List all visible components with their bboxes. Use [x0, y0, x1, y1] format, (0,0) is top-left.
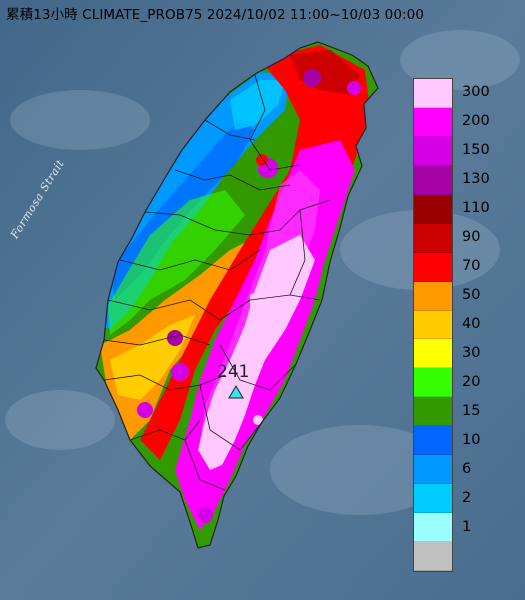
peak-value-label: 241	[217, 362, 250, 382]
legend-swatch	[414, 455, 452, 485]
county-boundaries	[103, 74, 331, 491]
legend-label: 200	[462, 113, 490, 130]
legend-swatch	[414, 107, 452, 137]
legend-swatch	[414, 194, 452, 224]
legend-swatch	[414, 252, 452, 282]
map-title: 累積13小時 CLIMATE_PROB75 2024/10/02 11:00~1…	[6, 7, 425, 23]
legend-label: 90	[462, 229, 481, 246]
triangle-marker-icon	[228, 385, 244, 399]
legend-label: 15	[462, 402, 481, 419]
legend-swatch	[414, 165, 452, 195]
legend-label: 70	[462, 258, 481, 275]
legend-label: 110	[462, 200, 490, 217]
legend-swatch	[414, 281, 452, 311]
taiwan-island	[96, 42, 378, 548]
legend-swatch	[414, 339, 452, 369]
legend-label: 1	[462, 518, 472, 535]
legend-label: 2	[462, 489, 472, 506]
legend-color-bar	[413, 78, 453, 572]
legend-label: 10	[462, 431, 481, 448]
legend-label: 20	[462, 373, 481, 390]
legend-swatch	[414, 397, 452, 427]
legend-label: 50	[462, 287, 481, 304]
legend-swatch	[414, 223, 452, 253]
legend-swatch	[414, 368, 452, 398]
legend-label: 40	[462, 316, 481, 332]
legend-swatch	[414, 79, 452, 108]
legend-swatch	[414, 136, 452, 166]
legend-label: 300	[462, 84, 490, 101]
legend-swatch	[414, 513, 452, 542]
legend-label: 150	[462, 142, 490, 159]
cloud-texture	[5, 30, 520, 515]
legend-label: 30	[462, 344, 481, 361]
legend-swatch	[414, 484, 452, 514]
legend-label: 130	[462, 171, 490, 188]
legend-swatch	[414, 310, 452, 340]
legend-swatch	[414, 542, 452, 571]
legend-labels: 300 200 150 130 110 90 70 50 40 30 20 15 10 6 2 1	[462, 78, 522, 572]
legend-label: 6	[462, 460, 472, 477]
legend-swatch	[414, 426, 452, 456]
